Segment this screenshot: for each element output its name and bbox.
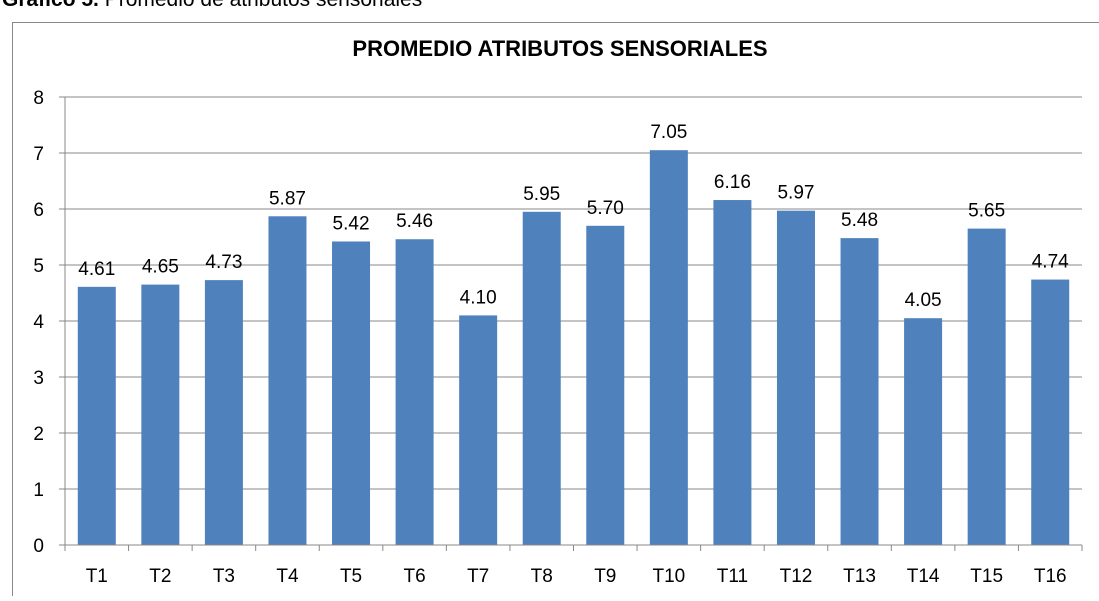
bar (523, 212, 561, 545)
y-tick-label: 7 (33, 144, 44, 165)
bar (586, 226, 624, 545)
bar (396, 239, 434, 545)
bar (459, 315, 497, 545)
y-tick-label: 2 (33, 424, 44, 445)
chart-title: PROMEDIO ATRIBUTOS SENSORIALES (352, 36, 767, 61)
y-tick-label: 0 (33, 536, 44, 557)
x-tick-label: T12 (780, 566, 813, 587)
x-tick-label: T8 (531, 566, 553, 587)
y-tick-label: 8 (33, 88, 44, 109)
bar (713, 200, 751, 545)
caption-label: Gráfico 5. (2, 0, 99, 11)
x-tick-label: T2 (149, 566, 171, 587)
bar (904, 318, 942, 545)
bar (205, 280, 243, 545)
x-tick-label: T6 (404, 566, 426, 587)
x-tick-label: T1 (86, 566, 108, 587)
y-tick-label: 1 (33, 480, 44, 501)
value-label: 5.65 (968, 201, 1005, 222)
x-tick-label: T3 (213, 566, 235, 587)
value-label: 5.70 (587, 198, 624, 219)
bar (141, 285, 179, 545)
y-tick-label: 6 (33, 200, 44, 221)
value-label: 4.65 (142, 257, 179, 278)
y-tick-label: 5 (33, 256, 44, 277)
x-tick-label: T16 (1034, 566, 1067, 587)
x-tick-label: T4 (276, 566, 299, 587)
value-label: 5.42 (333, 213, 370, 234)
x-tick-label: T7 (467, 566, 489, 587)
bar (1031, 280, 1069, 545)
x-tick-label: T13 (843, 566, 876, 587)
bar (968, 229, 1006, 545)
x-tick-label: T15 (970, 566, 1003, 587)
x-tick-label: T10 (652, 566, 685, 587)
bar (332, 241, 370, 545)
value-label: 7.05 (650, 122, 687, 143)
value-label: 4.74 (1032, 252, 1069, 273)
x-tick-label: T11 (717, 566, 748, 587)
bar (78, 287, 116, 545)
value-label: 4.61 (78, 259, 115, 280)
bar (841, 238, 879, 545)
caption: Gráfico 5. Promedio de atributos sensori… (2, 0, 422, 11)
x-tick-label: T14 (907, 566, 940, 587)
bar (650, 150, 688, 545)
value-label: 5.46 (396, 211, 433, 232)
value-label: 4.73 (205, 252, 242, 273)
bar (268, 216, 306, 545)
value-label: 4.10 (460, 287, 497, 308)
value-label: 5.97 (777, 183, 814, 204)
bar (777, 211, 815, 545)
value-label: 5.95 (523, 184, 560, 205)
value-label: 5.87 (269, 188, 306, 209)
caption-text: Promedio de atributos sensoriales (99, 0, 422, 11)
value-label: 6.16 (714, 172, 751, 193)
x-tick-label: T5 (340, 566, 362, 587)
y-tick-label: 4 (33, 312, 44, 333)
x-tick-label: T9 (594, 566, 616, 587)
value-label: 5.48 (841, 210, 878, 231)
y-tick-label: 3 (33, 368, 44, 389)
value-label: 4.05 (905, 290, 942, 311)
